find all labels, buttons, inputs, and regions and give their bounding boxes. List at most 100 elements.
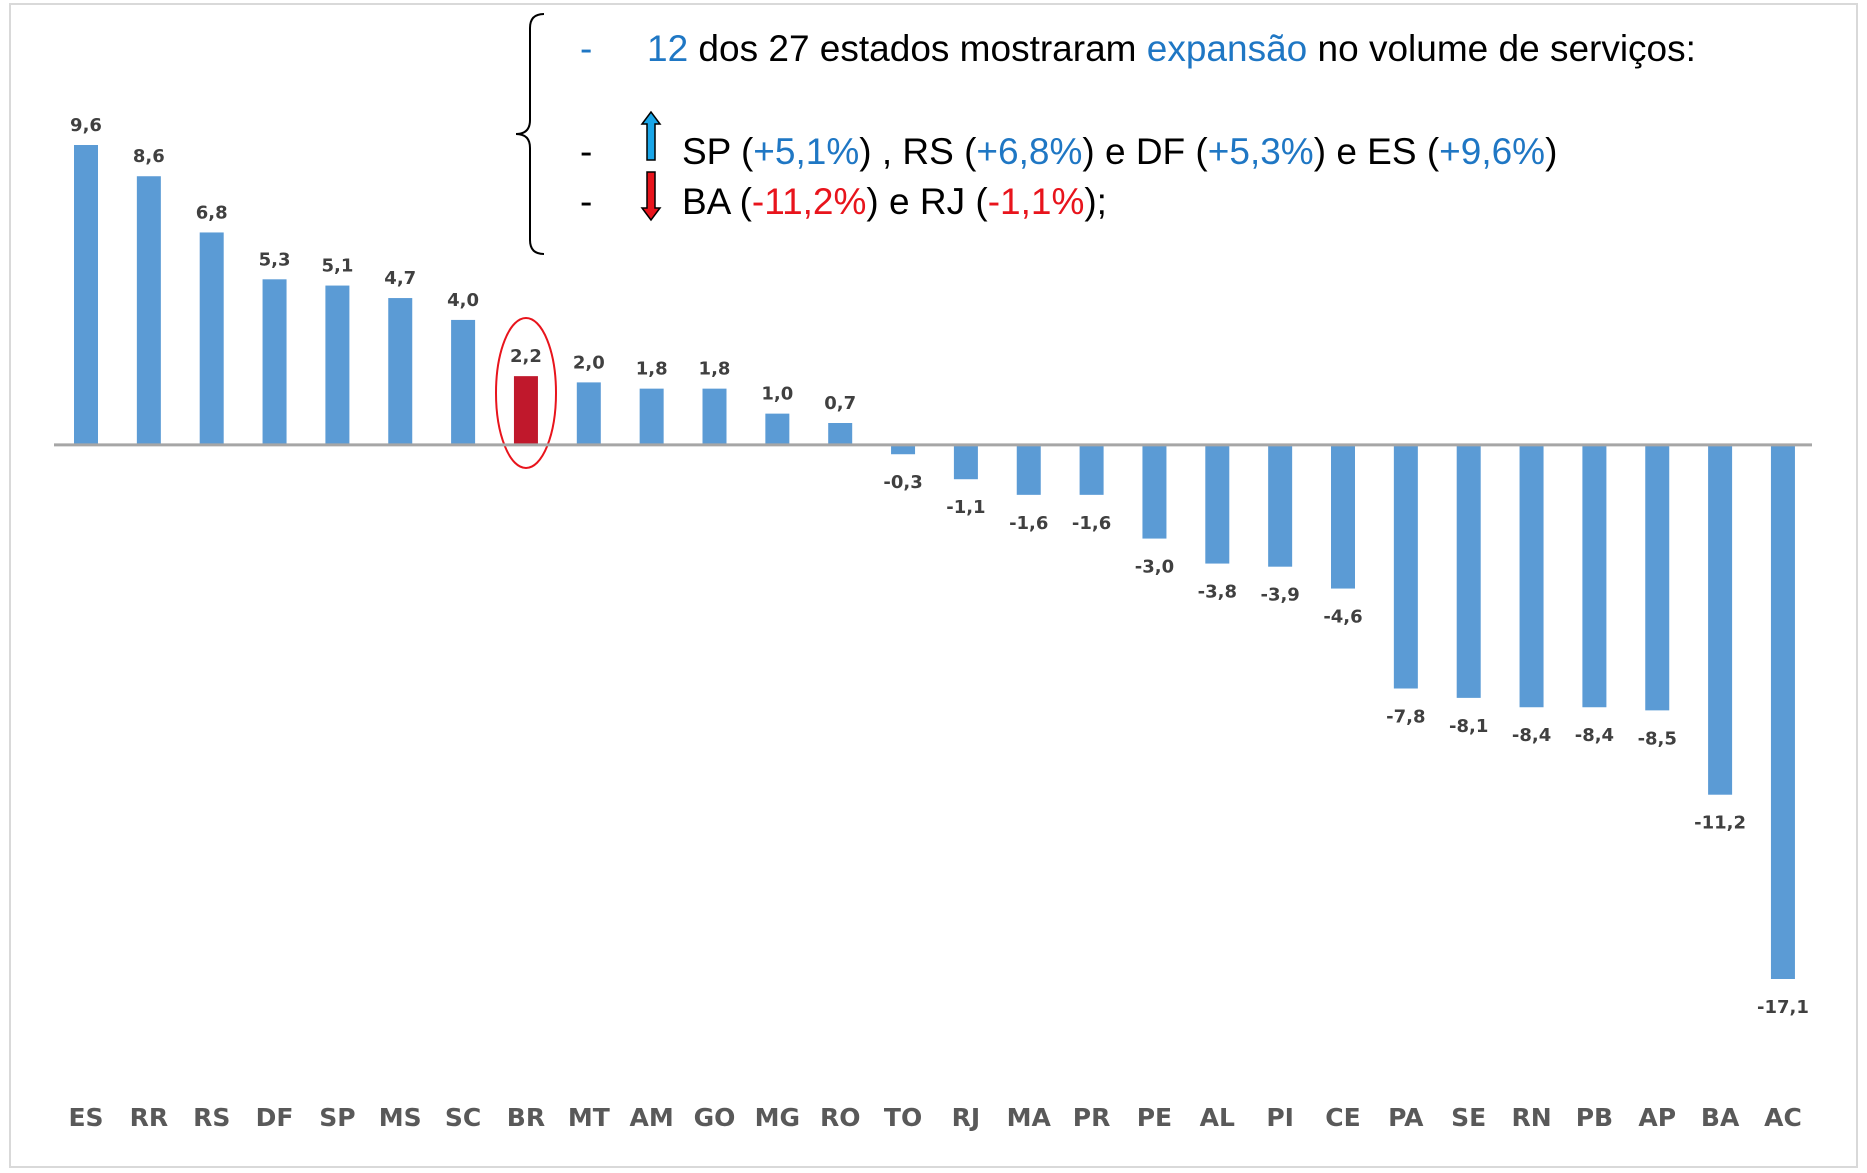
bar: [136, 176, 161, 445]
frame: [9, 3, 1858, 1168]
x-tick-label: RN: [1511, 1103, 1551, 1132]
bar: [325, 285, 350, 445]
annotation-segment: +9,6%: [1439, 131, 1545, 172]
data-label: 0,7: [824, 393, 856, 414]
bar: [1016, 444, 1041, 495]
x-tick-label: PI: [1266, 1103, 1294, 1132]
x-tick-label: PB: [1576, 1103, 1613, 1132]
data-label: -0,3: [883, 472, 922, 493]
annotation-segment: BA (: [682, 181, 753, 222]
x-tick-label: GO: [694, 1103, 736, 1132]
data-label: 1,8: [636, 359, 668, 380]
bar: [1079, 444, 1104, 495]
x-tick-label: MS: [379, 1103, 422, 1132]
bar: [1331, 444, 1355, 589]
data-label: -17,1: [1757, 997, 1809, 1018]
bar: [953, 444, 978, 480]
annotation-segment: dos 27 estados mostraram: [688, 28, 1147, 69]
data-label: -3,9: [1260, 585, 1299, 606]
x-tick-label: ES: [68, 1103, 103, 1132]
annotation-segment: no volume de serviços:: [1307, 28, 1696, 69]
x-tick-label: BA: [1701, 1103, 1740, 1132]
bullet: -: [580, 28, 592, 69]
annotation-segment: );: [1084, 181, 1107, 222]
bar: [576, 382, 601, 445]
data-label: 8,6: [133, 146, 165, 167]
bar: [513, 376, 538, 445]
data-label: 1,0: [761, 384, 793, 405]
annotation: BA (-11,2%) e RJ (-1,1%);: [682, 181, 1107, 222]
x-tick-label: MG: [755, 1103, 800, 1132]
data-label: -1,1: [946, 497, 985, 518]
annotation-segment: -11,2%: [752, 181, 867, 222]
annotation-segment: -1,1%: [988, 181, 1085, 222]
annotation-segment: expansão: [1147, 28, 1307, 69]
brace: [515, 13, 545, 255]
data-label: 9,6: [70, 115, 102, 136]
bar: [388, 298, 413, 445]
data-label: 5,1: [321, 256, 353, 277]
bar: [639, 388, 664, 445]
x-tick-label: RJ: [952, 1103, 981, 1132]
annotation-segment: SP (: [682, 131, 754, 172]
bar: [199, 232, 224, 445]
data-label: 2,0: [573, 352, 605, 373]
annotation-segment: ): [1545, 131, 1557, 172]
annotation-segment: +6,8%: [976, 131, 1082, 172]
data-label: 1,8: [699, 359, 731, 380]
x-tick-label: SC: [445, 1103, 481, 1132]
x-tick-label: MA: [1007, 1103, 1052, 1132]
x-tick-label: CE: [1325, 1103, 1360, 1132]
data-label: 6,8: [196, 202, 228, 223]
annotation: SP (+5,1%) , RS (+6,8%) e DF (+5,3%) e E…: [682, 131, 1557, 172]
data-label: -3,0: [1135, 557, 1174, 578]
bar: [1393, 444, 1418, 689]
annotation-segment: ) e DF (: [1082, 131, 1208, 172]
bar: [1205, 444, 1230, 564]
annotation-segment: +5,1%: [753, 131, 859, 172]
data-label: -8,4: [1512, 725, 1551, 746]
bullet: -: [580, 131, 592, 172]
x-tick-label: DF: [256, 1103, 294, 1132]
x-tick-label: PR: [1073, 1103, 1111, 1132]
data-label: 5,3: [259, 249, 291, 270]
x-tick-label: MT: [568, 1103, 610, 1132]
data-label: -8,5: [1638, 728, 1677, 749]
x-tick-label: RO: [820, 1103, 861, 1132]
bar: [1268, 444, 1293, 567]
bar: [891, 444, 916, 455]
x-tick-label: PA: [1388, 1103, 1424, 1132]
x-tick-label: AC: [1764, 1103, 1802, 1132]
annotation-segment: ) e ES (: [1314, 131, 1440, 172]
bar: [702, 388, 727, 445]
data-label: -4,6: [1323, 607, 1362, 628]
data-label: 4,0: [447, 290, 479, 311]
x-tick-label: TO: [884, 1103, 922, 1132]
data-label: -11,2: [1694, 813, 1746, 834]
data-label: -1,6: [1072, 513, 1111, 534]
x-tick-label: BR: [507, 1103, 545, 1132]
x-tick-label: RS: [193, 1103, 230, 1132]
bar: [765, 413, 790, 445]
annotation-segment: 12: [647, 28, 688, 69]
data-label: -8,1: [1449, 716, 1488, 737]
x-tick-label: AL: [1200, 1103, 1235, 1132]
up-arrow: [640, 110, 662, 161]
x-tick-label: RR: [130, 1103, 169, 1132]
bar: [828, 423, 853, 445]
bar: [1770, 444, 1795, 979]
bar: [262, 279, 287, 445]
data-label: -3,8: [1198, 582, 1237, 603]
data-label: 2,2: [510, 346, 542, 367]
data-label: -8,4: [1575, 725, 1614, 746]
data-label: -7,8: [1386, 707, 1425, 728]
x-tick-label: AP: [1638, 1103, 1676, 1132]
bar: [451, 319, 476, 445]
down-arrow: [640, 171, 662, 222]
highlight-ellipse: [495, 317, 557, 469]
bar: [74, 145, 98, 445]
x-tick-label: SE: [1451, 1103, 1486, 1132]
bar: [1708, 444, 1733, 795]
bullet: -: [580, 181, 592, 222]
